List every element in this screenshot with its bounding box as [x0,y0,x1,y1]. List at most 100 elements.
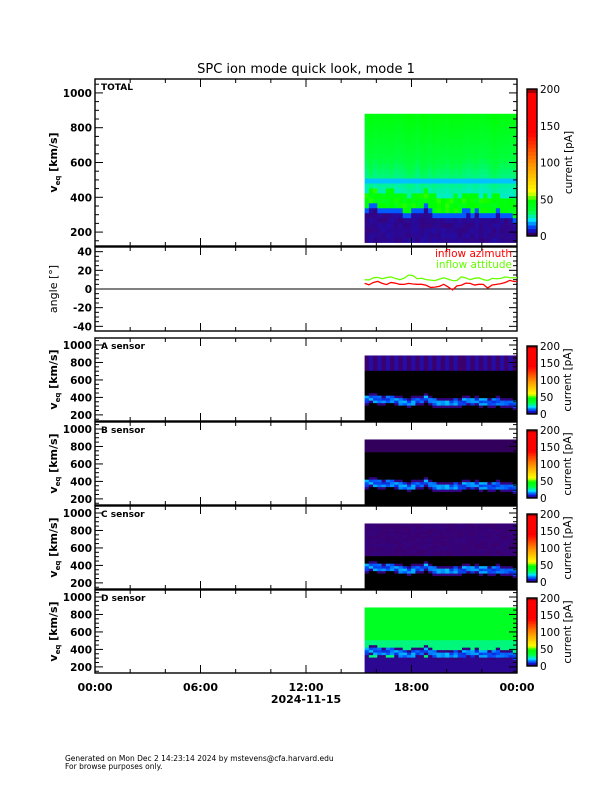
heatmap-cell [385,362,391,366]
heatmap-cell [453,657,459,661]
heatmap-cell [377,612,382,616]
heatmap-cell [500,357,505,361]
heatmap-cell [385,523,391,527]
heatmap-cell [381,535,387,539]
heatmap-cell [428,395,433,399]
colorbar-swatch [527,481,537,484]
heatmap-cell [483,499,488,503]
heatmap-cell [474,415,480,419]
heatmap-cell [428,133,433,139]
heatmap-cell [478,128,484,134]
heatmap-cell [504,558,509,562]
heatmap-cell [478,466,484,470]
heatmap-cell [381,664,387,668]
heatmap-cell [390,385,395,389]
heatmap-cell [470,454,476,458]
heatmap-cell [415,523,421,527]
heatmap-cell [474,535,480,539]
heatmap-cell [470,565,476,569]
colorbar-swatch [527,435,537,438]
heatmap-cell [390,667,395,671]
heatmap-cell [419,609,425,613]
heatmap-cell [478,360,484,364]
heatmap-cell [491,183,497,189]
heatmap-cell [491,553,497,557]
heatmap-cell [394,459,399,463]
heatmap-cell [415,464,421,468]
heatmap-cell [504,439,509,443]
colorbar-swatch [527,515,537,518]
heatmap-cell [487,417,493,421]
y-tick-label: 800 [70,441,92,453]
heatmap-cell [411,479,416,483]
heatmap-cell [428,667,433,671]
heatmap-cell [398,392,404,396]
heatmap-cell [390,489,395,493]
heatmap-cell [415,461,421,465]
heatmap-cell [449,461,454,465]
heatmap-cell [449,451,454,455]
heatmap-cell [445,168,450,174]
heatmap-cell [402,227,408,234]
heatmap-cell [432,466,437,470]
heatmap-cell [504,237,509,243]
colorbar-swatch [527,457,537,460]
heatmap-cell [500,466,505,470]
heatmap-cell [428,212,433,219]
heatmap-cell [398,664,404,668]
heatmap-cell [478,525,484,529]
heatmap-cell [466,647,471,651]
heatmap-cell [377,143,382,149]
colorbar-swatch [527,188,537,193]
heatmap-cell [487,540,493,544]
heatmap-cell [415,469,421,473]
heatmap-cell [415,669,421,673]
heatmap-cell [364,377,370,381]
heatmap-cell [457,153,463,159]
heatmap-cell [398,647,404,651]
heatmap-cell [445,499,450,503]
heatmap-cell [406,573,412,577]
heatmap-cell [368,607,374,611]
heatmap-cell [453,444,459,448]
heatmap-cell [487,545,493,549]
heatmap-cell [428,548,433,552]
heatmap-cell [398,464,404,468]
heatmap-cell [470,412,476,416]
heatmap-cell [415,664,421,668]
heatmap-cell [474,153,480,159]
heatmap-cell [368,459,374,463]
heatmap-cell [385,385,391,389]
heatmap-cell [377,538,382,542]
heatmap-cell [398,583,404,587]
heatmap-cell [487,367,493,371]
heatmap-cell [436,449,442,453]
heatmap-cell [466,491,471,495]
heatmap-cell [466,148,471,154]
heatmap-cell [364,489,370,493]
heatmap-cell [449,578,454,582]
heatmap-cell [368,499,374,503]
heatmap-cell [470,407,476,411]
heatmap-cell [432,489,437,493]
heatmap-cell [411,528,416,532]
heatmap-cell [495,158,501,164]
heatmap-cell [449,644,454,648]
heatmap-cell [470,538,476,542]
heatmap-cell [419,118,425,125]
heatmap-cell [466,464,471,468]
heatmap-cell [373,469,378,473]
heatmap-cell [402,178,408,184]
heatmap-cell [381,667,387,671]
heatmap-cell [402,570,408,574]
heatmap-cell [381,525,387,529]
colorbar-swatch [527,578,537,581]
heatmap-cell [394,585,399,589]
heatmap-cell [394,168,399,174]
colorbar-swatch [527,96,537,101]
heatmap-cell [385,355,391,359]
heatmap-cell [504,362,509,366]
heatmap-cell [470,227,476,234]
heatmap-cell [445,183,450,189]
heatmap-cell [377,627,382,631]
